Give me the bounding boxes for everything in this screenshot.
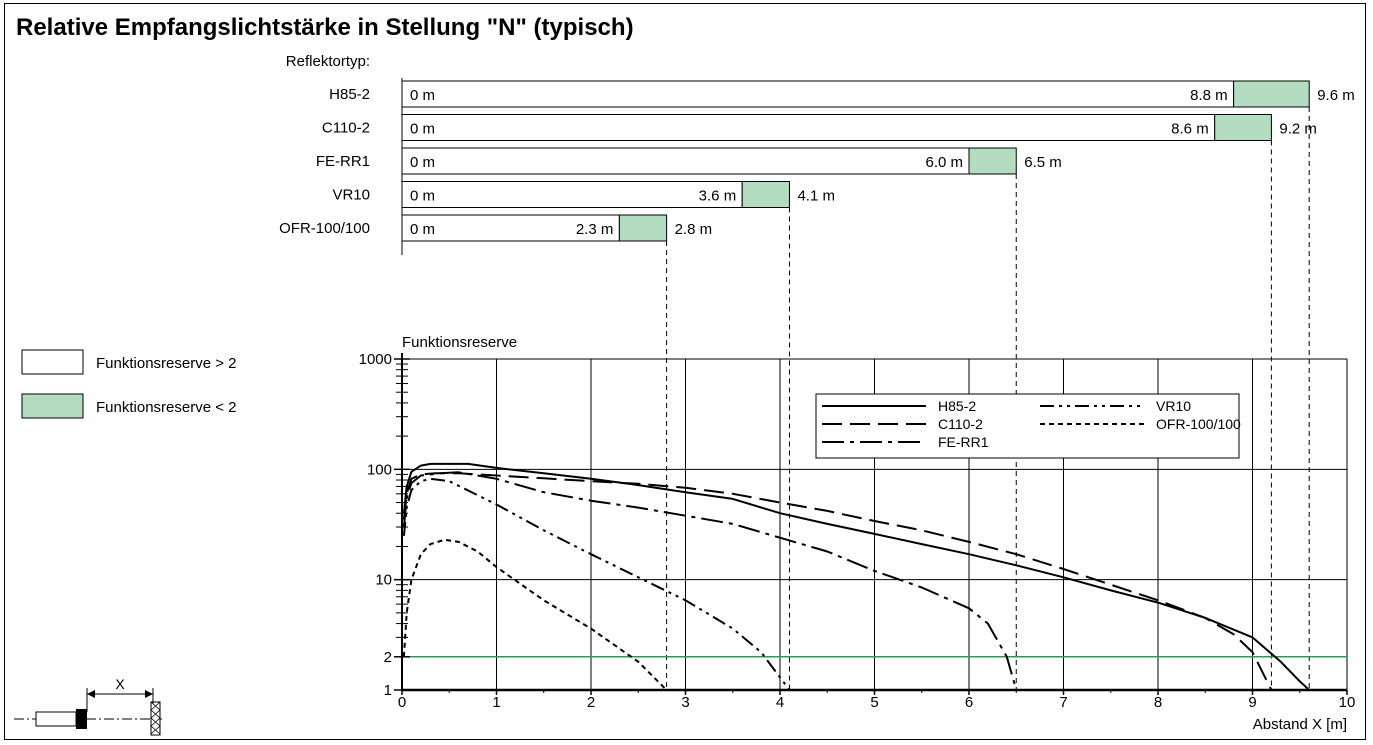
- series-line-vr10: [402, 477, 791, 691]
- series-lines: [402, 462, 1310, 691]
- reflector-header: Reflektortyp:: [286, 53, 370, 70]
- legend-label: Funktionsreserve > 2: [96, 355, 237, 372]
- series-legend: H85-2 C110-2 FE-RR1 VR10 OFR-100/100: [815, 393, 1241, 459]
- sensor-body: [35, 711, 77, 727]
- range-start-label: 0 m: [410, 221, 435, 238]
- reflector-name: C110-2: [322, 120, 370, 137]
- range-bar-reserve-high: [401, 181, 743, 208]
- reflector-name: VR10: [332, 187, 370, 204]
- reserve-legend: Funktionsreserve > 2 Funktionsreserve < 2: [21, 349, 237, 419]
- range-bar-reserve-high: [401, 114, 1216, 141]
- x-tick-label: 6: [965, 694, 973, 711]
- x-tick-label: 2: [587, 694, 595, 711]
- chart-title: Relative Empfangslichtstärke in Stellung…: [16, 14, 634, 41]
- range-start-label: 0 m: [410, 121, 435, 138]
- series-line-fe-rr1: [402, 471, 1018, 691]
- range-bars: H85-2 0 m 8.8 m 9.6 m C110-2 0 m 8.6 m 9.2 m FE-…: [279, 78, 1355, 255]
- y-tick-label: 100: [367, 461, 392, 478]
- x-tick-label: 0: [398, 694, 406, 711]
- dimension-label: X: [115, 676, 125, 692]
- sensor-head: [76, 709, 87, 729]
- range-end-label: 2.3 m: [576, 221, 614, 238]
- range-bar-reserve-low: [968, 147, 1017, 175]
- x-tick-label: 8: [1154, 694, 1162, 711]
- y-tick-label: 2: [384, 649, 392, 666]
- range-droplines: [666, 107, 1310, 690]
- reflector-name: FE-RR1: [316, 153, 370, 170]
- series-line-ofr-100-100: [402, 538, 668, 691]
- legend-swatch: [21, 393, 84, 419]
- x-tick-label: 10: [1339, 694, 1356, 711]
- series-legend-label: H85-2: [938, 398, 976, 414]
- range-start-label: 0 m: [410, 154, 435, 171]
- range-start-label: 0 m: [410, 87, 435, 104]
- legend-swatch: [21, 349, 84, 375]
- range-max-label: 2.8 m: [675, 221, 713, 238]
- figure-frame: [4, 3, 1366, 740]
- x-tick-label: 1: [492, 694, 500, 711]
- dimension-arrows: [87, 690, 153, 698]
- x-axis-title: Abstand X [m]: [1253, 716, 1347, 733]
- x-tick-label: 4: [776, 694, 784, 711]
- reflector-name: H85-2: [329, 86, 370, 103]
- range-max-label: 6.5 m: [1024, 154, 1062, 171]
- y-tick-label: 1: [384, 682, 392, 699]
- series-line-h85-2: [402, 462, 1310, 691]
- range-max-label: 9.2 m: [1279, 121, 1317, 138]
- range-end-label: 8.6 m: [1171, 121, 1209, 138]
- x-tick-label: 7: [1059, 694, 1067, 711]
- range-max-label: 9.6 m: [1317, 87, 1355, 104]
- series-legend-label: FE-RR1: [938, 434, 989, 450]
- x-tick-label: 3: [681, 694, 689, 711]
- legend-label: Funktionsreserve < 2: [96, 399, 237, 416]
- series-legend-box: [815, 393, 1240, 459]
- series-legend-label: VR10: [1156, 398, 1191, 414]
- range-start-label: 0 m: [410, 188, 435, 205]
- y-tick-label: 1000: [359, 351, 392, 368]
- range-max-label: 4.1 m: [797, 188, 835, 205]
- range-bar-reserve-high: [401, 80, 1235, 108]
- range-bar-reserve-low: [1214, 114, 1272, 141]
- range-bar-reserve-low: [741, 181, 790, 208]
- distance-diagram: X: [14, 676, 162, 736]
- range-end-label: 8.8 m: [1190, 87, 1228, 104]
- x-tick-label: 5: [870, 694, 878, 711]
- y-tick-label: 10: [375, 572, 392, 589]
- reflector-hatch: [150, 701, 161, 735]
- range-bar-reserve-high: [401, 214, 620, 242]
- range-end-label: 6.0 m: [925, 154, 963, 171]
- series-line-c110-2: [402, 472, 1273, 691]
- y-axis-title: Funktionsreserve: [402, 334, 517, 351]
- range-end-label: 3.6 m: [699, 188, 737, 205]
- range-bar-reserve-low: [618, 214, 668, 242]
- reflector-name: OFR-100/100: [279, 220, 370, 237]
- series-legend-label: OFR-100/100: [1156, 416, 1241, 432]
- range-bar-reserve-low: [1233, 80, 1310, 108]
- range-bar-reserve-high: [401, 147, 970, 175]
- series-legend-label: C110-2: [938, 416, 983, 432]
- x-tick-label: 9: [1248, 694, 1256, 711]
